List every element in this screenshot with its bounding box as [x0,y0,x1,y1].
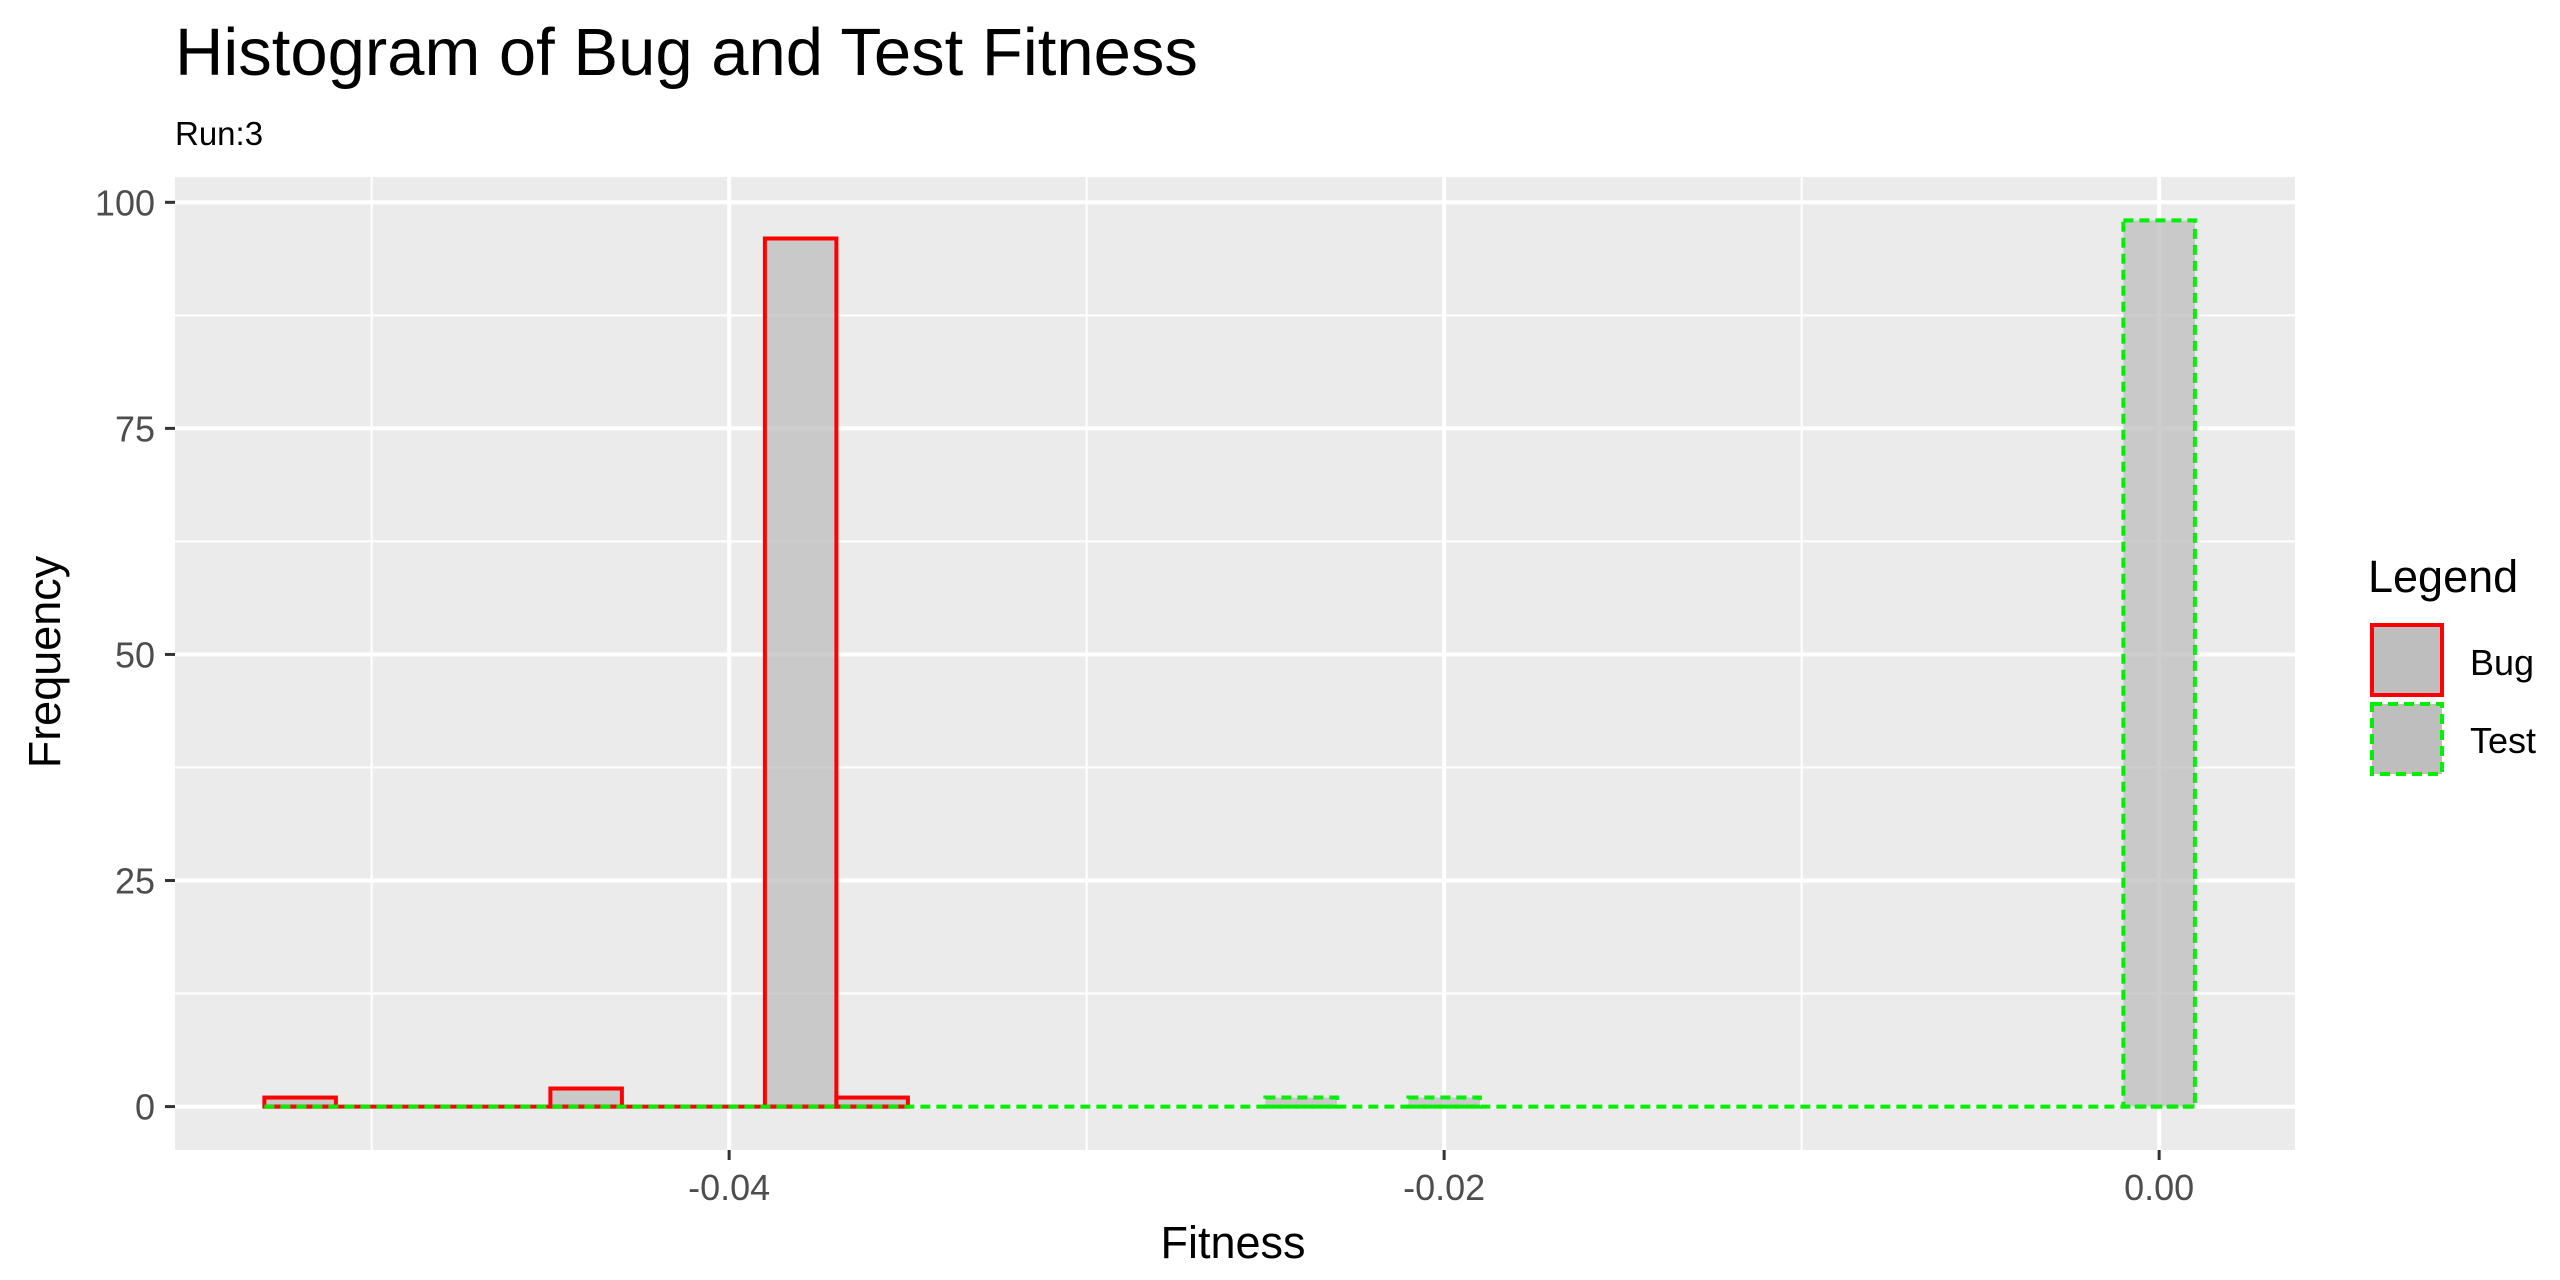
legend-title: Legend [2368,551,2518,602]
bar-test [1406,1095,1482,1109]
bug-series [262,236,910,1109]
chart-subtitle: Run:3 [175,115,263,152]
plot-panel [175,177,2295,1150]
y-tick-label: 0 [135,1087,155,1128]
x-tick-label: -0.04 [688,1167,770,1208]
x-axis: -0.04 -0.02 0.00 [688,1150,2194,1208]
test-series [1263,218,2197,1109]
x-axis-title: Fitness [1160,1217,1305,1268]
y-tick-label: 25 [115,861,155,902]
chart-title: Histogram of Bug and Test Fitness [175,15,1198,90]
bar-test [2121,218,2197,1109]
bar-test [1263,1095,1339,1109]
legend-key-test [2370,702,2444,776]
legend-label-test: Test [2470,720,2536,761]
y-tick-label: 100 [95,182,155,223]
legend-label-bug: Bug [2470,642,2534,683]
y-axis: 0 25 50 75 100 [95,182,175,1128]
x-tick-label: 0.00 [2124,1167,2194,1208]
x-tick-label: -0.02 [1403,1167,1485,1208]
y-axis-title: Frequency [19,555,70,768]
bar-bug [548,1086,624,1109]
y-tick-label: 75 [115,408,155,449]
legend-key-bug [2370,623,2444,697]
y-tick-label: 50 [115,634,155,675]
grid-minor [175,177,2295,1150]
bar-bug [762,236,839,1109]
legend: Legend Bug Test [2368,551,2536,776]
